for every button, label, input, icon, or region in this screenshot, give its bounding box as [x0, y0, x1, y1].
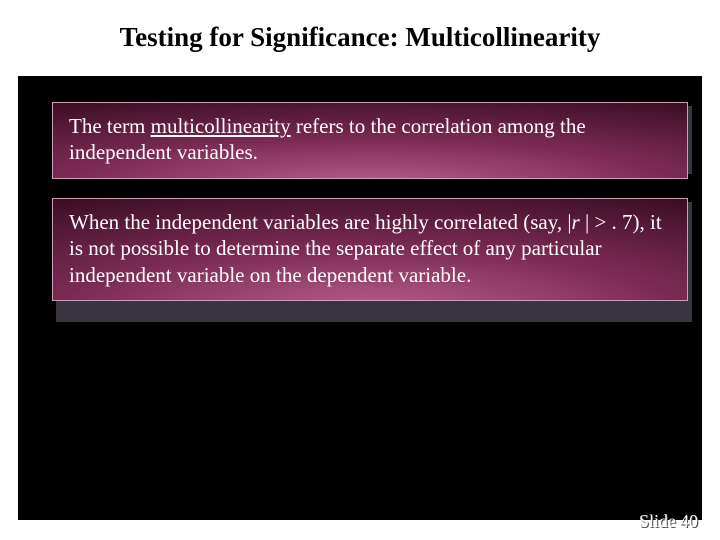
content-box-2: When the independent variables are highl… [52, 198, 688, 301]
slide-footer: Slide40 [639, 511, 698, 532]
box1-term: multicollinearity [151, 114, 291, 138]
bullet-row-2: When the independent variables are highl… [18, 198, 702, 318]
slide: Testing for Significance: Multicollinear… [0, 0, 720, 540]
bullet-row-1: The term multicollinearity refers to the… [18, 102, 702, 170]
content-box-wrap-2: When the independent variables are highl… [52, 198, 688, 318]
box2-pre: When the independent variables are highl… [69, 210, 572, 234]
slide-title: Testing for Significance: Multicollinear… [0, 22, 720, 53]
bullet-arrow-icon [28, 246, 46, 270]
box2-ital: r [572, 210, 580, 234]
footer-number: 40 [680, 511, 698, 531]
box1-pre: The term [69, 114, 151, 138]
content-box-1: The term multicollinearity refers to the… [52, 102, 688, 179]
bullet-arrow-icon [28, 124, 46, 148]
content-box-wrap-1: The term multicollinearity refers to the… [52, 102, 688, 170]
footer-label: Slide [639, 511, 676, 531]
